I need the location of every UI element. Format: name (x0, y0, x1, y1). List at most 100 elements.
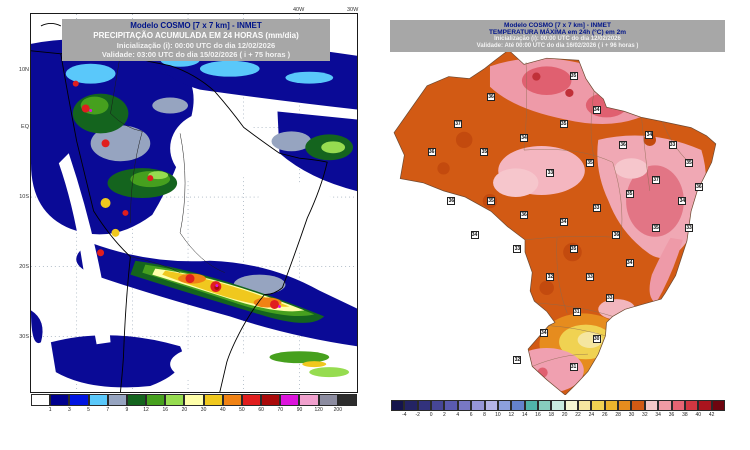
colorbar-tick-label: 5 (87, 407, 90, 413)
colorbar-tick-label: 26 (601, 412, 608, 418)
colorbar-cell (711, 400, 725, 411)
station-temperature-value: 35 (569, 245, 578, 254)
colorbar-cell (444, 400, 458, 411)
colorbar-cell (222, 394, 242, 406)
station-temperature-value: 36 (427, 148, 436, 157)
colorbar-tick-label: 0 (429, 412, 433, 418)
colorbar-tick-label: 12 (143, 407, 149, 413)
station-temperature-value: 34 (520, 134, 528, 143)
lat-label-30s: 30S (19, 334, 29, 340)
colorbar-tick-label: 60 (258, 407, 264, 413)
colorbar-cell (471, 400, 485, 411)
state-borders (523, 62, 688, 367)
variable-name-right: TEMPERATURA MÁXIMA em 24h (°C) em 2m (488, 29, 627, 36)
colorbar-cell (203, 394, 223, 406)
colorbar-tick-label: 38 (682, 412, 688, 418)
station-temperature-value: 35 (625, 189, 634, 198)
station-temperature-value: 34 (559, 217, 568, 226)
colorbar-tick-label: 42 (708, 412, 715, 418)
colorbar-cell (604, 400, 619, 411)
colorbar-cell (537, 400, 552, 411)
colorbar-cell (631, 400, 645, 411)
colorbar-tick-label: 4 (456, 412, 460, 418)
colorbar-tick-label: 40 (695, 412, 702, 418)
station-temperature-value: 33 (685, 224, 693, 233)
station-temperature-value: 36 (487, 92, 495, 101)
station-temperature-value: 33 (668, 141, 677, 150)
colorbar-tick-label: 36 (668, 412, 675, 418)
station-temperature-value: 36 (694, 182, 703, 191)
colorbar-cell (31, 394, 51, 406)
colorbar-tick-label: 16 (162, 407, 169, 413)
colorbar-tick-label: 14 (521, 412, 528, 418)
colorbar-tick-label: 24 (588, 412, 595, 418)
colorbar-cell (431, 400, 445, 411)
temperature-colorbar-labels: -4 -2 0 2 4 6 8 10 12 14 16 18 20 22 24 26 28 30 32 34 36 38 4… (391, 412, 725, 419)
init-time-right: Inicialização (i): 00:00 UTC do dia 12/0… (494, 36, 621, 42)
station-temperature-value: 37 (652, 175, 660, 184)
colorbar-tick-label: 8 (483, 412, 486, 418)
station-temperature-value: 32 (513, 356, 522, 365)
colorbar-cell (578, 400, 592, 411)
station-temperature-value: 37 (454, 120, 462, 129)
colorbar-tick-label: 30 (200, 407, 207, 413)
station-temperature-value: 32 (546, 273, 555, 282)
lon-label-40w: 40W (293, 7, 305, 13)
station-temperature-value: 34 (592, 106, 601, 115)
colorbar-tick-label: -4 (402, 412, 407, 418)
colorbar-tick-label: 7 (106, 407, 110, 413)
colorbar-cell (671, 400, 685, 411)
colorbar-cell (165, 394, 185, 406)
station-temperature-value: 34 (678, 196, 687, 205)
colorbar-cell (524, 400, 538, 411)
colorbar-cell (591, 400, 605, 411)
colorbar-tick-label: 200 (333, 407, 342, 413)
station-temperature-value: 33 (592, 203, 601, 212)
colorbar-cell (644, 400, 659, 411)
precipitation-colorbar-labels: 1 3 5 7 9 12 16 20 30 40 50 60 70 90 120 200 (31, 407, 357, 414)
model-name-right: Modelo COSMO [7 x 7 km] - INMET (504, 22, 611, 29)
colorbar-cell (497, 400, 512, 411)
colorbar-cell (417, 400, 432, 411)
precipitation-colorbar (31, 394, 357, 406)
lat-label-10s: 10S (19, 194, 29, 200)
colorbar-cell (126, 394, 147, 406)
model-name-left: Modelo COSMO [7 x 7 km] - INMET (130, 21, 262, 30)
lat-label-20s: 20S (19, 264, 29, 270)
colorbar-tick-label: 12 (508, 412, 515, 418)
temperature-map-title: Modelo COSMO [7 x 7 km] - INMET TEMPERAT… (390, 20, 725, 52)
colorbar-cell (299, 394, 319, 406)
colorbar-cell (280, 394, 300, 406)
brazil-outline (393, 49, 717, 395)
station-temperature-value: 35 (480, 148, 489, 157)
station-temperature-value: 34 (645, 130, 654, 139)
colorbar-cell (88, 394, 108, 406)
station-temperature-value: 30 (592, 335, 601, 344)
colorbar-cell (318, 394, 338, 406)
colorbar-tick-label: 40 (219, 407, 226, 413)
colorbar-tick-label: 120 (314, 407, 323, 413)
station-temperature-value: 36 (612, 231, 621, 240)
lon-label-30w: 30W (347, 7, 359, 13)
colorbar-cell (261, 394, 281, 406)
colorbar-cell (391, 400, 405, 411)
colorbar-cell (684, 400, 699, 411)
colorbar-cell (184, 394, 204, 406)
lat-label-10n: 10N (18, 67, 29, 73)
colorbar-tick-label: 6 (469, 412, 473, 418)
station-values-layer: 36 35 37 36 35 34 35 34 33 35 36 34 33 35 37 35 34 36 33 34… (392, 48, 722, 395)
colorbar-cell (337, 394, 357, 406)
colorbar-tick-label: 16 (535, 412, 541, 418)
colorbar-tick-label: -2 (415, 412, 420, 418)
colorbar-tick-label: 3 (67, 407, 71, 413)
colorbar-tick-label: 20 (561, 412, 568, 418)
colorbar-tick-label: 9 (125, 407, 129, 413)
colorbar-tick-label: 10 (495, 412, 501, 418)
colorbar-tick-label: 1 (48, 407, 52, 413)
colorbar-cell (457, 400, 472, 411)
colorbar-cell (404, 400, 418, 411)
station-temperature-value: 35 (586, 158, 594, 167)
temperature-map-panel: 36 35 37 36 35 34 35 34 33 35 36 34 33 35 37 35 34 36 33 34… (392, 48, 722, 395)
colorbar-tick-label: 34 (655, 412, 661, 418)
